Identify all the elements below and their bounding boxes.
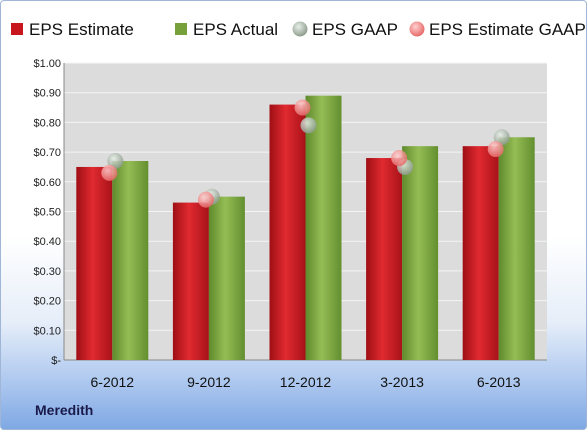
- legend-swatch-eps-gaap: [292, 21, 308, 37]
- legend-label-eps-estimate-gaap: EPS Estimate GAAP: [429, 20, 586, 39]
- y-tick-label: $0.50: [33, 207, 61, 219]
- y-tick-label: $0.40: [33, 236, 61, 248]
- bar-eps-estimate: [76, 166, 113, 360]
- marker-eps-estimate-gaap: [101, 164, 118, 181]
- legend-swatch-eps-estimate: [11, 23, 23, 35]
- y-tick-label: $0.80: [33, 117, 61, 129]
- bar-eps-actual: [112, 161, 149, 360]
- marker-eps-estimate-gaap: [391, 150, 408, 167]
- y-tick-label: $0.90: [33, 88, 61, 100]
- x-tick-label: 6-2012: [91, 374, 135, 390]
- y-tick-label: $0.20: [33, 296, 61, 308]
- marker-eps-gaap: [107, 153, 124, 170]
- y-tick-label: $0.70: [33, 147, 61, 159]
- bar-eps-actual: [402, 146, 439, 360]
- bar-eps-estimate: [269, 104, 306, 360]
- bar-eps-actual: [208, 196, 245, 360]
- legend-label-eps-gaap: EPS GAAP: [312, 20, 398, 39]
- x-tick-label: 3-2013: [380, 374, 424, 390]
- bar-eps-actual: [498, 137, 535, 360]
- y-tick-label: $0.60: [33, 177, 61, 189]
- y-tick-label: $1.00: [33, 58, 61, 70]
- marker-eps-estimate-gaap: [487, 141, 504, 158]
- x-tick-label: 12-2012: [280, 374, 332, 390]
- bar-eps-estimate: [462, 146, 499, 360]
- marker-eps-gaap: [493, 129, 510, 146]
- x-tick-label: 6-2013: [477, 374, 521, 390]
- legend-label-eps-estimate: EPS Estimate: [29, 20, 134, 39]
- bar-eps-estimate: [366, 158, 403, 360]
- y-tick-label: $0.30: [33, 266, 61, 278]
- bar-eps-estimate: [172, 202, 209, 360]
- y-tick-label: $0.10: [33, 325, 61, 337]
- marker-eps-estimate-gaap: [197, 191, 214, 208]
- legend-swatch-eps-estimate-gaap: [409, 21, 425, 37]
- legend-swatch-eps-actual: [175, 23, 187, 35]
- bar-eps-actual: [305, 95, 342, 361]
- marker-eps-gaap: [300, 117, 317, 134]
- legend: EPS Estimate EPS Actual EPS GAAP EPS Estima…: [11, 20, 586, 39]
- x-tick-label: 9-2012: [187, 374, 231, 390]
- company-label: Meredith: [35, 402, 94, 418]
- marker-eps-estimate-gaap: [294, 99, 311, 116]
- legend-label-eps-actual: EPS Actual: [193, 20, 278, 39]
- y-tick-label: $-: [51, 355, 61, 367]
- plot-area: $- $0.10 $0.20 $0.30 $0.40 $0.50 $0.60 $0.70 $0.…: [33, 58, 547, 390]
